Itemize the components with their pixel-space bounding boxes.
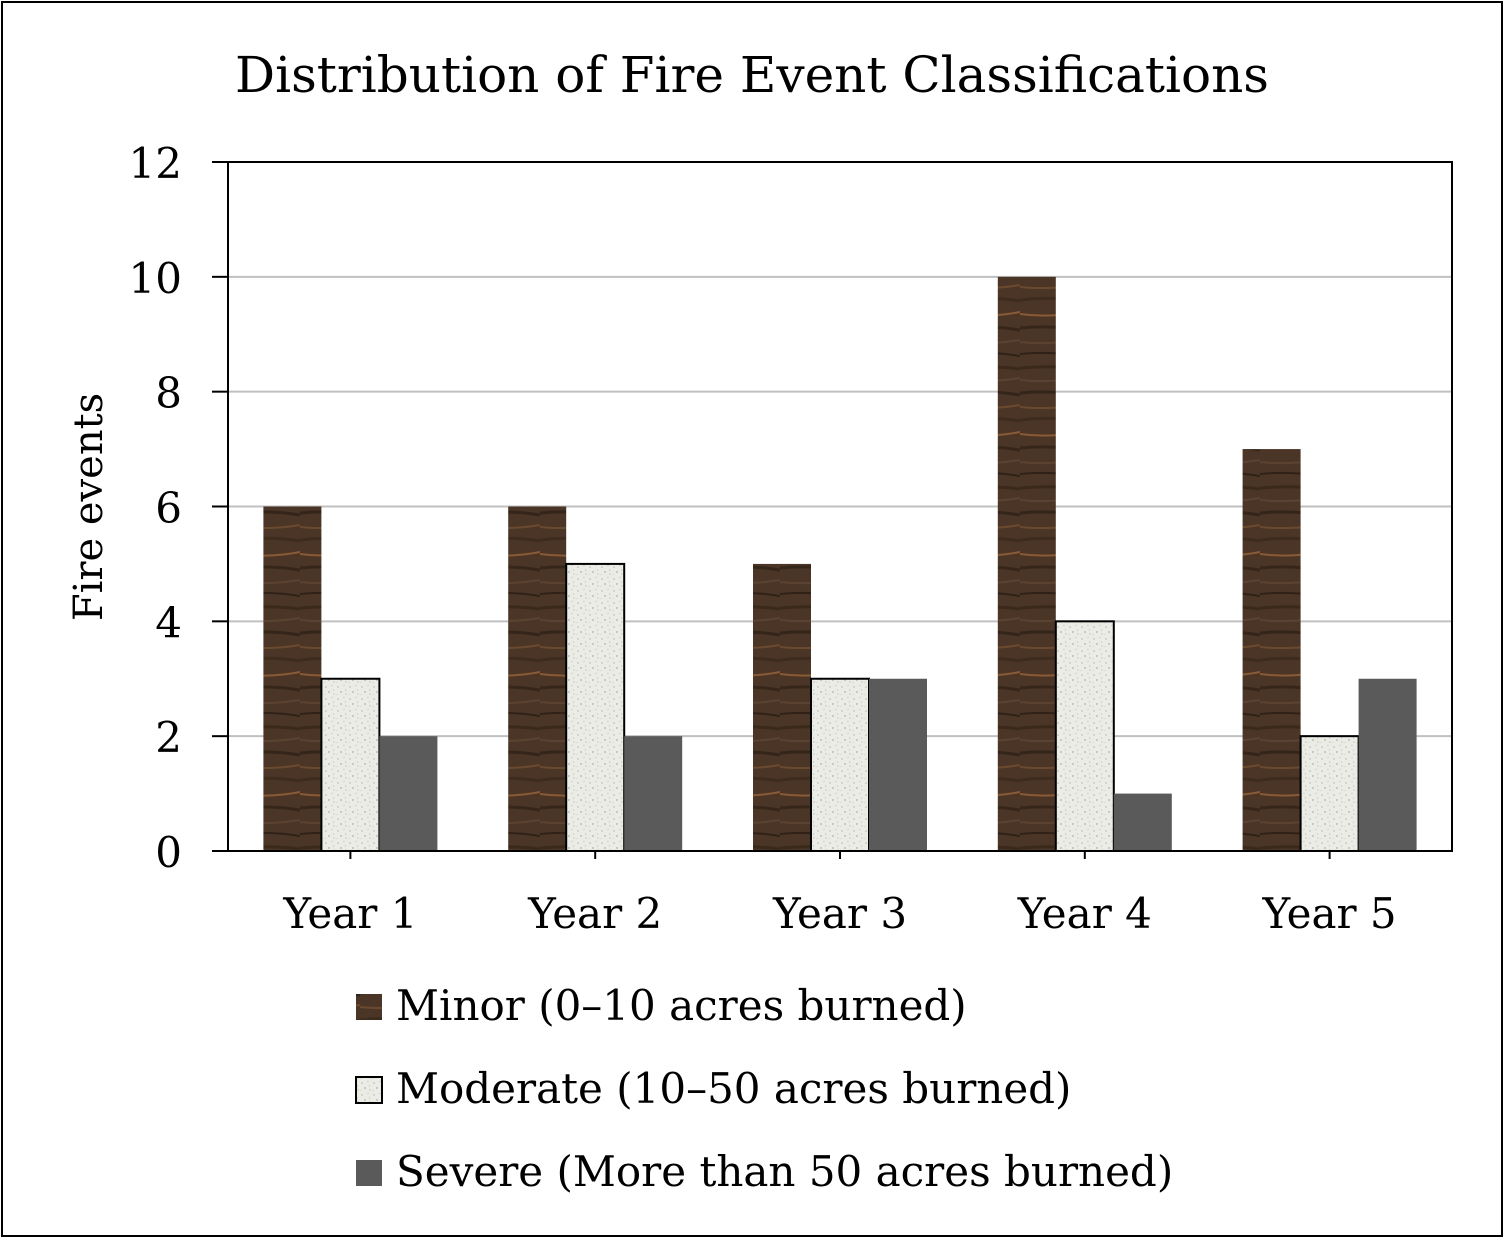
x-tick-label: Year 3 — [772, 889, 907, 938]
bar-speckle-5 — [1299, 735, 1360, 853]
legend-label: Moderate (10–50 acres burned) — [396, 1064, 1071, 1113]
legend-label: Minor (0–10 acres burned) — [396, 981, 967, 1030]
bar-solid-4 — [1113, 793, 1172, 851]
legend-swatch-wood — [356, 994, 382, 1020]
x-tick-label: Year 1 — [282, 889, 417, 938]
y-tick-label: 6 — [155, 484, 182, 533]
legend-label: Severe (More than 50 acres burned) — [396, 1147, 1173, 1196]
x-tick-label: Year 2 — [527, 889, 662, 938]
bar-solid-1 — [379, 736, 438, 851]
axes — [212, 161, 1331, 859]
bar-wood-1 — [263, 506, 322, 851]
bar-wood-4 — [997, 276, 1056, 851]
y-tick-labels: 0 2 4 6 8 10 12 — [129, 139, 182, 877]
y-tick-label: 4 — [155, 598, 182, 647]
bar-wood-5 — [1242, 449, 1301, 851]
bar-solid-2 — [624, 736, 683, 851]
chart-title: Distribution of Fire Event Classificatio… — [235, 46, 1269, 104]
x-tick-labels: Year 1 Year 2 Year 3 Year 4 Year 5 — [282, 889, 1396, 938]
bar-speckle-4 — [1054, 620, 1115, 852]
legend-swatch-solid — [356, 1160, 382, 1186]
y-tick-label: 2 — [155, 713, 182, 762]
y-tick-label: 0 — [155, 828, 182, 877]
legend: Minor (0–10 acres burned) Moderate (10–50… — [355, 981, 1173, 1196]
bar-solid-5 — [1358, 678, 1417, 851]
bar-wood-3 — [753, 563, 811, 851]
x-tick-label: Year 5 — [1262, 889, 1397, 938]
bar-speckle-3 — [810, 677, 870, 852]
legend-swatch-speckle — [355, 1076, 383, 1104]
bar-solid-3 — [869, 678, 927, 851]
y-tick-label: 12 — [129, 139, 182, 188]
bar-speckle-2 — [565, 562, 626, 853]
bar-speckle-1 — [320, 677, 381, 852]
y-tick-label: 10 — [129, 254, 182, 303]
x-tick-label: Year 4 — [1017, 889, 1152, 938]
bar-wood-2 — [508, 506, 567, 851]
bars — [263, 276, 1417, 853]
y-tick-label: 8 — [155, 369, 182, 418]
y-axis-label: Fire events — [66, 393, 112, 621]
